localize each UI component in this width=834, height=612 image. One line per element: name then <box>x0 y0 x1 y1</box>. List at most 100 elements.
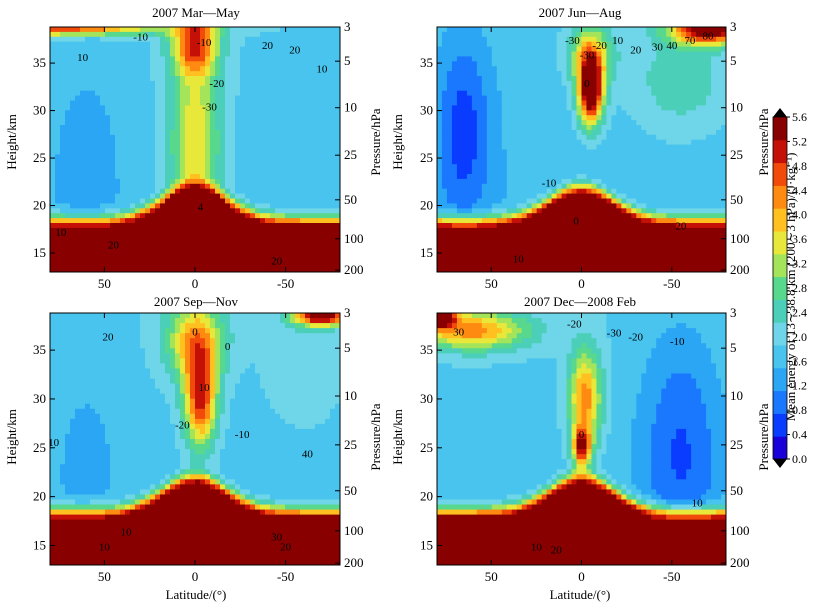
heatmap-cell <box>295 238 301 244</box>
heatmap-cell <box>275 52 281 58</box>
heatmap-cell <box>185 47 191 53</box>
heatmap-cell <box>95 228 101 234</box>
heatmap-cell <box>245 199 251 205</box>
heatmap-cell <box>125 238 131 244</box>
heatmap-cell <box>285 248 291 254</box>
heatmap-cell <box>497 101 503 107</box>
heatmap-cell <box>315 91 321 97</box>
heatmap-cell <box>95 154 101 160</box>
heatmap-cell <box>457 223 463 229</box>
heatmap-cell <box>80 184 86 190</box>
heatmap-cell <box>255 257 261 263</box>
heatmap-cell <box>150 233 156 239</box>
heatmap-cell <box>320 91 326 97</box>
heatmap-cell <box>462 252 468 258</box>
heatmap-cell <box>165 213 171 219</box>
heatmap-cell <box>190 257 196 263</box>
heatmap-cell <box>562 47 568 53</box>
heatmap-cell <box>626 150 632 156</box>
heatmap-cell <box>452 223 458 229</box>
heatmap-cell <box>601 105 607 111</box>
heatmap-cell <box>230 66 236 72</box>
heatmap-cell <box>320 164 326 170</box>
heatmap-cell <box>180 42 186 48</box>
heatmap-cell <box>150 47 156 53</box>
heatmap-cell <box>150 37 156 43</box>
heatmap-cell <box>601 169 607 175</box>
heatmap-cell <box>582 199 588 205</box>
heatmap-cell <box>330 218 336 224</box>
heatmap-cell <box>591 228 597 234</box>
heatmap-cell <box>110 110 116 116</box>
heatmap-cell <box>170 233 176 239</box>
heatmap-cell <box>230 208 236 214</box>
heatmap-cell <box>606 203 612 209</box>
heatmap-cell <box>522 125 528 131</box>
heatmap-cell <box>586 174 592 180</box>
heatmap-cell <box>75 194 81 200</box>
heatmap-cell <box>210 115 216 121</box>
heatmap-cell <box>492 199 498 205</box>
heatmap-cell <box>60 71 66 77</box>
heatmap-cell <box>487 184 493 190</box>
heatmap-cell <box>567 130 573 136</box>
heatmap-cell <box>596 66 602 72</box>
heatmap-cell <box>527 66 533 72</box>
heatmap-cell <box>180 125 186 131</box>
heatmap-cell <box>90 252 96 258</box>
heatmap-cell <box>626 76 632 82</box>
heatmap-cell <box>165 81 171 87</box>
heatmap-cell <box>155 223 161 229</box>
heatmap-cell <box>165 208 171 214</box>
heatmap-cell <box>462 42 468 48</box>
heatmap-cell <box>155 218 161 224</box>
y-tick-label: 35 <box>33 55 46 70</box>
heatmap-cell <box>582 159 588 165</box>
heatmap-cell <box>235 154 241 160</box>
heatmap-cell <box>472 208 478 214</box>
heatmap-cell <box>100 130 106 136</box>
heatmap-cell <box>125 71 131 77</box>
heatmap-cell <box>260 154 266 160</box>
heatmap-cell <box>497 189 503 195</box>
heatmap-cell <box>497 37 503 43</box>
heatmap-cell <box>95 105 101 111</box>
heatmap-cell <box>275 159 281 165</box>
heatmap-cell <box>606 208 612 214</box>
heatmap-cell <box>105 179 111 185</box>
heatmap-cell <box>547 257 553 263</box>
heatmap-cell <box>477 145 483 151</box>
heatmap-cell <box>492 238 498 244</box>
heatmap-cell <box>452 164 458 170</box>
heatmap-cell <box>60 189 66 195</box>
heatmap-cell <box>636 71 642 77</box>
heatmap-cell <box>110 135 116 141</box>
heatmap-cell <box>265 243 271 249</box>
heatmap-cell <box>170 184 176 190</box>
heatmap-cell <box>507 174 513 180</box>
heatmap-cell <box>125 56 131 62</box>
heatmap-cell <box>437 150 443 156</box>
heatmap-cell <box>105 164 111 170</box>
heatmap-cell <box>290 208 296 214</box>
heatmap-cell <box>105 61 111 67</box>
heatmap-cell <box>125 110 131 116</box>
heatmap-cell <box>596 145 602 151</box>
heatmap-cell <box>295 110 301 116</box>
heatmap-cell <box>245 179 251 185</box>
heatmap-cell <box>621 101 627 107</box>
heatmap-cell <box>611 140 617 146</box>
heatmap-cell <box>140 47 146 53</box>
heatmap-cell <box>110 174 116 180</box>
heatmap-cell <box>165 135 171 141</box>
heatmap-cell <box>75 96 81 102</box>
heatmap-cell <box>621 228 627 234</box>
heatmap-cell <box>85 115 91 121</box>
heatmap-cell <box>100 154 106 160</box>
heatmap-cell <box>170 208 176 214</box>
heatmap-cell <box>225 218 231 224</box>
heatmap-cell <box>175 81 181 87</box>
heatmap-cell <box>170 252 176 258</box>
heatmap-cell <box>542 252 548 258</box>
heatmap-cell <box>100 32 106 38</box>
